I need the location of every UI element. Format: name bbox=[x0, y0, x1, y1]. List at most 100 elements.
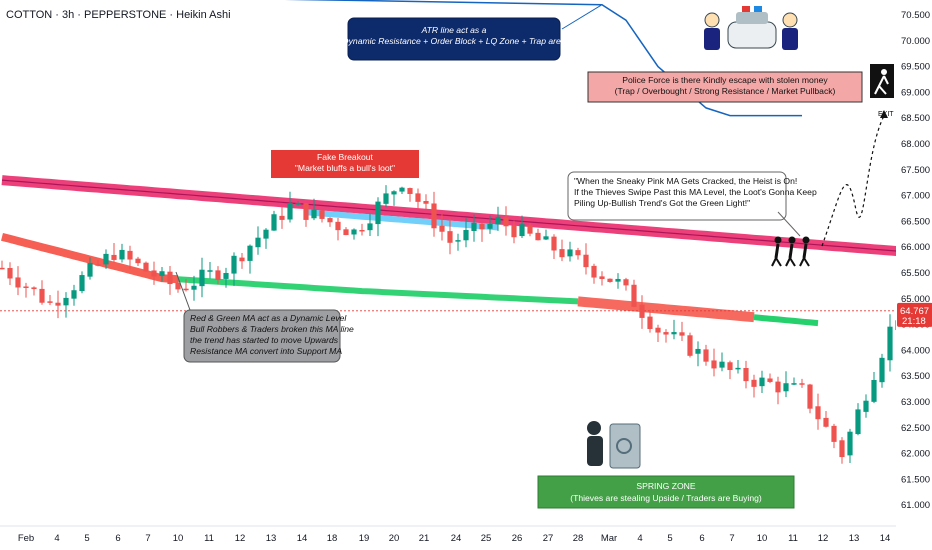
candle-body bbox=[823, 417, 829, 427]
candle-body bbox=[151, 270, 157, 277]
green-ma-mid bbox=[177, 276, 579, 305]
candle-body bbox=[615, 278, 621, 282]
candle-body bbox=[703, 349, 709, 362]
candle-body bbox=[431, 203, 437, 229]
exit-figure-body bbox=[874, 75, 889, 95]
candle-body bbox=[423, 201, 429, 204]
ma-note-text: the trend has started to move Upwards bbox=[190, 335, 339, 345]
robber-body bbox=[788, 243, 794, 259]
time-tick: 11 bbox=[788, 533, 798, 544]
candle-body bbox=[887, 326, 893, 361]
candle-body bbox=[351, 229, 357, 235]
robbers-icon bbox=[771, 236, 810, 267]
fake-breakout-text: "Market bluffs a bull's loot" bbox=[295, 163, 395, 173]
candle-body bbox=[175, 282, 181, 290]
candle-body bbox=[95, 264, 101, 266]
candle-body bbox=[439, 225, 445, 232]
candle-body bbox=[807, 384, 813, 409]
price-tick: 68.000 bbox=[901, 139, 930, 150]
robber-body bbox=[802, 243, 808, 259]
candle-body bbox=[271, 214, 277, 231]
quote-text: "When the Sneaky Pink MA Gets Cracked, t… bbox=[574, 176, 797, 186]
price-tick: 66.000 bbox=[901, 242, 930, 253]
quote-box bbox=[567, 171, 787, 221]
candle-body bbox=[327, 218, 333, 223]
escape-arrowhead bbox=[880, 110, 888, 118]
candles bbox=[0, 185, 932, 464]
price-axis-bg bbox=[896, 0, 932, 550]
robber-leg bbox=[803, 257, 810, 267]
candle-body bbox=[47, 301, 53, 303]
time-tick: 12 bbox=[235, 533, 246, 544]
time-tick: 12 bbox=[818, 533, 829, 544]
candle-body bbox=[23, 286, 29, 288]
candle-body bbox=[191, 285, 197, 290]
price-badge-bg bbox=[897, 302, 932, 327]
thief-body bbox=[587, 436, 603, 466]
candle-body bbox=[63, 297, 69, 306]
candle-body bbox=[663, 332, 669, 335]
time-tick: 6 bbox=[699, 533, 704, 544]
spring-zone-text: (Thieves are stealing Upside / Traders a… bbox=[570, 493, 762, 503]
price-tick: 62.500 bbox=[901, 423, 930, 434]
thief-head bbox=[587, 421, 601, 435]
exit-sign-icon: EXIT bbox=[870, 64, 894, 118]
police-car-roof bbox=[736, 12, 768, 24]
candle-body bbox=[727, 362, 733, 371]
candle-body bbox=[743, 368, 749, 382]
candle-body bbox=[375, 201, 381, 225]
time-tick: 7 bbox=[145, 533, 150, 544]
candle-body bbox=[583, 254, 589, 268]
price-tick: 62.000 bbox=[901, 449, 930, 460]
price-tick: 67.000 bbox=[901, 191, 930, 202]
candle-body bbox=[647, 316, 653, 329]
candle-body bbox=[231, 255, 237, 274]
robber-body bbox=[774, 243, 780, 259]
price-tick: 63.500 bbox=[901, 371, 930, 382]
candle-body bbox=[335, 221, 341, 231]
police-callout-text: (Trap / Overbought / Strong Resistance /… bbox=[615, 86, 836, 96]
price-tick: 69.000 bbox=[901, 87, 930, 98]
robber-leg bbox=[789, 257, 796, 267]
candle-body bbox=[799, 383, 805, 385]
candle-body bbox=[255, 237, 261, 248]
price-tick: 68.500 bbox=[901, 113, 930, 124]
candle-body bbox=[503, 217, 509, 227]
price-tick: 66.500 bbox=[901, 216, 930, 227]
time-tick: 28 bbox=[573, 533, 584, 544]
candle-body bbox=[0, 267, 5, 270]
candle-body bbox=[679, 332, 685, 336]
candle-body bbox=[639, 304, 645, 318]
candle-body bbox=[551, 236, 557, 251]
candle-body bbox=[543, 236, 549, 240]
robber-leg bbox=[771, 257, 777, 267]
price-axis[interactable]: 70.500 70.000 69.500 69.000 68.500 68.000 67.5… bbox=[896, 0, 932, 550]
candle-body bbox=[767, 378, 773, 382]
candle-body bbox=[247, 245, 253, 261]
time-tick: 13 bbox=[849, 533, 860, 544]
candle-body bbox=[383, 193, 389, 204]
candle-body bbox=[415, 193, 421, 202]
candle-body bbox=[111, 254, 117, 260]
time-tick: 6 bbox=[115, 533, 120, 544]
time-axis[interactable]: Feb 4 5 6 7 10 11 12 13 14 18 19 20 21 24 25 26 27 28 Mar 4 5… bbox=[0, 525, 896, 544]
candle-body bbox=[535, 232, 541, 241]
candle-body bbox=[495, 216, 501, 225]
candle-body bbox=[519, 224, 525, 237]
candle-body bbox=[831, 425, 837, 442]
candle-body bbox=[287, 203, 293, 220]
escape-path bbox=[821, 115, 885, 247]
officer-right-body bbox=[782, 28, 798, 50]
candle-body bbox=[311, 209, 317, 219]
candle-body bbox=[463, 229, 469, 241]
candle-body bbox=[671, 332, 677, 335]
candle-body bbox=[631, 284, 637, 307]
candle-body bbox=[367, 223, 373, 231]
candle-body bbox=[879, 357, 885, 383]
price-tick: 69.500 bbox=[901, 62, 930, 73]
green-ma-right bbox=[753, 314, 819, 327]
robber-head bbox=[774, 236, 782, 244]
red-ma-right bbox=[577, 296, 755, 323]
candle-body bbox=[447, 231, 453, 243]
